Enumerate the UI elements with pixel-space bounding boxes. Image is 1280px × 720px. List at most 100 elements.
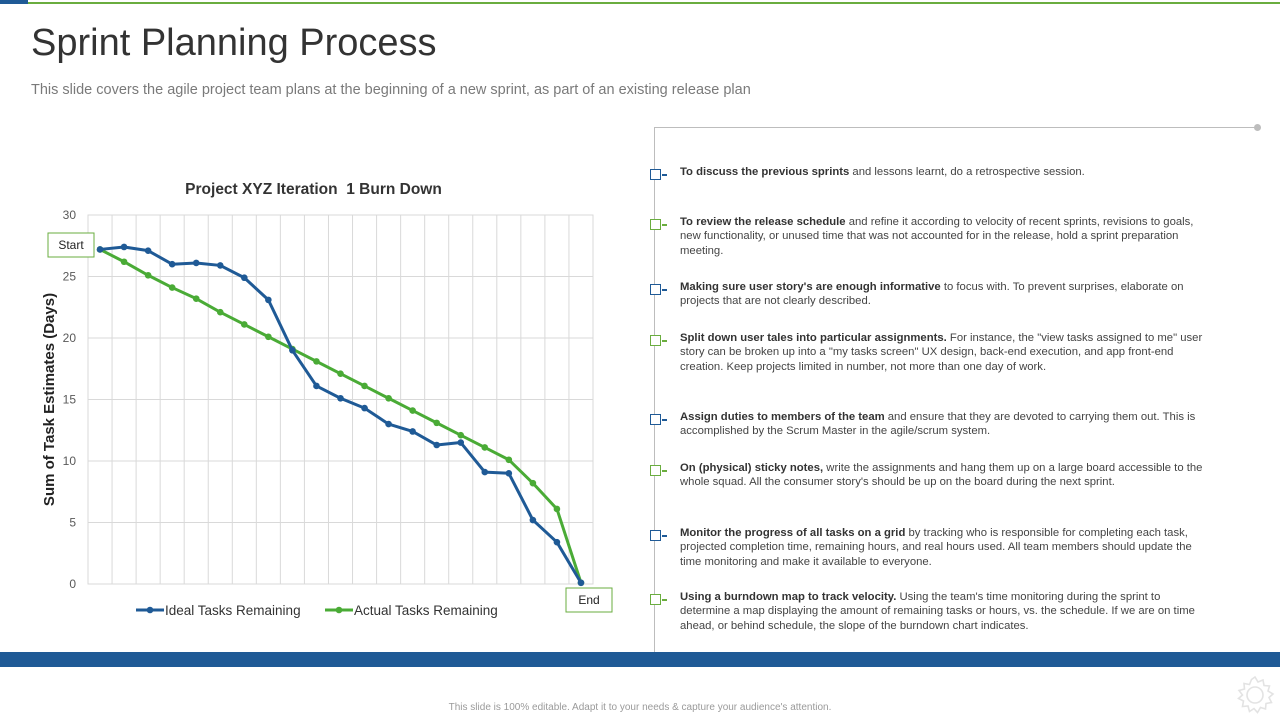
page-title: Sprint Planning Process xyxy=(31,22,437,64)
data-point-ideal xyxy=(529,516,537,524)
footer-note: This slide is 100% editable. Adapt it to… xyxy=(448,702,832,713)
data-point-ideal xyxy=(96,246,104,253)
data-point-actual xyxy=(457,431,465,439)
bullet-marker-icon xyxy=(650,414,661,425)
data-point-ideal xyxy=(168,260,176,268)
y-tick-label: 30 xyxy=(63,208,77,222)
burndown-chart: 0 5 10 15 20 25 30 Project XYZ Iteration 1 Burn… xyxy=(20,170,620,640)
data-point-ideal xyxy=(433,441,440,449)
process-point-heading: Assign duties to members of the team xyxy=(680,411,885,423)
data-point-actual xyxy=(192,295,200,302)
top-accent-blue xyxy=(0,0,28,4)
legend-label: Ideal Tasks Remaining xyxy=(165,603,301,618)
data-point-actual xyxy=(337,370,344,377)
page-subtitle: This slide covers the agile project team… xyxy=(31,82,751,98)
end-annotation-label: End xyxy=(578,593,599,607)
bullet-marker-icon xyxy=(650,465,661,476)
y-tick-label: 5 xyxy=(69,516,76,530)
data-point-actual xyxy=(409,407,416,414)
process-point-body: and ensure that they are devoted to carr… xyxy=(680,411,1196,438)
data-point-actual xyxy=(265,333,272,341)
data-point-actual xyxy=(120,258,128,266)
bottom-band xyxy=(0,652,1280,667)
process-point-body: Using the team's time monitoring during … xyxy=(680,591,1195,632)
chart-title: Project XYZ Iteration 1 Burn Down xyxy=(185,181,442,198)
data-point-ideal xyxy=(192,259,200,267)
data-point-actual xyxy=(216,308,224,316)
top-accent-line xyxy=(28,2,1280,4)
process-point-text: Monitor the progress of all tasks on a g… xyxy=(680,526,1205,569)
process-point-body: write the assignments and hang them up o… xyxy=(680,462,1203,489)
bullet-marker-icon xyxy=(650,335,661,346)
process-point-text: Using a burndown map to track velocity. … xyxy=(680,590,1205,633)
process-point-text: Making sure user story's are enough info… xyxy=(680,280,1205,309)
bullet-marker-icon xyxy=(650,169,661,180)
bullet-marker-icon xyxy=(650,219,661,230)
y-tick-label: 20 xyxy=(63,331,77,345)
data-point-actual xyxy=(313,358,320,365)
bullet-connector xyxy=(662,599,667,601)
process-point-text: To discuss the previous sprints and less… xyxy=(680,165,1205,179)
gear-icon xyxy=(1237,675,1275,714)
y-axis-label: Sum of Task Estimates (Days) xyxy=(41,293,58,506)
process-point-heading: To review the release schedule xyxy=(680,216,846,228)
data-point-actual xyxy=(433,419,440,427)
data-point-ideal xyxy=(505,470,513,477)
data-point-ideal xyxy=(409,428,416,435)
bullet-marker-icon xyxy=(650,530,661,541)
end-annotation-box xyxy=(565,587,613,613)
y-tick-label: 15 xyxy=(63,393,77,407)
process-point-heading: To discuss the previous sprints xyxy=(680,166,850,178)
data-point-actual xyxy=(144,271,152,279)
process-point-body: to focus with. To prevent surprises, ela… xyxy=(680,281,1184,308)
data-point-ideal xyxy=(337,394,344,402)
data-point-ideal xyxy=(241,274,248,282)
data-point-actual xyxy=(529,479,537,487)
y-tick-label: 25 xyxy=(63,270,77,284)
process-point-heading: Making sure user story's are enough info… xyxy=(680,281,941,293)
data-point-ideal xyxy=(553,538,561,546)
data-point-actual xyxy=(361,382,368,390)
bullet-connector xyxy=(662,289,667,291)
process-point-text: On (physical) sticky notes, write the as… xyxy=(680,461,1205,490)
bullet-connector xyxy=(662,340,667,342)
data-point-ideal xyxy=(577,579,585,587)
data-point-ideal xyxy=(144,247,152,254)
process-point-text: Split down user tales into particular as… xyxy=(680,331,1205,374)
burndown-chart-svg: 0 5 10 15 20 25 30 Project XYZ Iteration 1 Burn… xyxy=(41,181,613,618)
process-point-body: and refine it according to velocity of r… xyxy=(680,216,1194,257)
legend-swatch-marker xyxy=(146,606,154,614)
process-point-heading: On (physical) sticky notes, xyxy=(680,462,824,474)
data-point-actual xyxy=(481,444,489,451)
bullet-connector xyxy=(662,470,667,472)
start-annotation-box xyxy=(47,232,95,258)
panel-end-dot xyxy=(1254,124,1261,131)
data-point-ideal xyxy=(361,404,368,412)
data-point-ideal xyxy=(265,296,272,304)
data-point-ideal xyxy=(457,439,465,446)
start-annotation-label: Start xyxy=(58,238,84,252)
data-point-actual xyxy=(241,321,248,328)
process-point-heading: Monitor the progress of all tasks on a g… xyxy=(680,527,906,539)
process-point-body: and lessons learnt, do a retrospective s… xyxy=(849,166,1085,178)
panel-top-line xyxy=(654,127,1258,128)
bullet-marker-icon xyxy=(650,594,661,605)
bullet-connector xyxy=(662,535,667,537)
bullet-marker-icon xyxy=(650,284,661,295)
data-point-ideal xyxy=(120,243,128,251)
process-point-heading: Split down user tales into particular as… xyxy=(680,332,947,344)
data-point-ideal xyxy=(216,262,224,269)
bullet-connector xyxy=(662,224,667,226)
data-point-actual xyxy=(553,505,561,513)
y-tick-label: 10 xyxy=(63,454,77,468)
process-point-body: by tracking who is responsible for compl… xyxy=(680,527,1192,568)
process-point-heading: Using a burndown map to track velocity. xyxy=(680,591,897,603)
data-point-ideal xyxy=(481,468,489,476)
bullet-connector xyxy=(662,174,667,176)
data-point-actual xyxy=(168,284,176,291)
bullet-connector xyxy=(662,419,667,421)
data-point-ideal xyxy=(289,347,296,354)
process-point-body: For instance, the "view tasks assigned t… xyxy=(680,332,1203,373)
legend-label: Actual Tasks Remaining xyxy=(354,603,498,618)
data-point-ideal xyxy=(313,382,320,390)
